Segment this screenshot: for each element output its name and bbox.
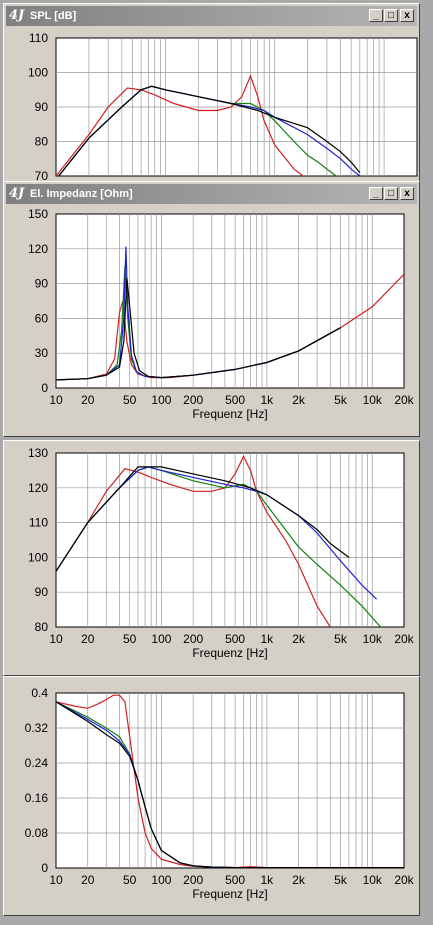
y-tick-label: 100	[28, 550, 48, 564]
y-tick-label: 90	[35, 277, 49, 291]
series-line-black	[57, 85, 361, 176]
y-tick-label: 70	[35, 169, 49, 183]
x-tick-label: 2k	[292, 632, 306, 646]
y-tick-label: 110	[29, 516, 48, 530]
impedance-chart: 0 30 60 90 120 150 10 20 50 100 200 500 1k 2k 5k 10k 20k…	[28, 207, 415, 421]
series-line-blue	[56, 466, 378, 600]
x-tick-label: 200	[183, 393, 203, 407]
y-tick-label: 0.08	[25, 826, 49, 840]
minimize-button[interactable]: _	[369, 9, 383, 22]
x-tick-label: 5k	[334, 632, 348, 646]
y-tick-label: 90	[35, 585, 49, 599]
y-tick-label: 0.24	[25, 756, 49, 770]
x-tick-label: 10k	[363, 393, 383, 407]
y-tick-label: 130	[28, 446, 48, 460]
maximize-button[interactable]: □	[384, 187, 398, 200]
x-tick-label: 1k	[260, 873, 274, 887]
minimize-button[interactable]: _	[369, 187, 383, 200]
x-tick-label: 50	[123, 873, 137, 887]
x-tick-label: 2k	[292, 873, 306, 887]
x-tick-label: 1k	[260, 632, 274, 646]
spl-titlebar[interactable]: 4J SPL [dB] _ □ x	[6, 6, 417, 26]
plot-area	[55, 452, 405, 628]
y-tick-label: 80	[35, 135, 49, 149]
x-tick-label: 500	[225, 873, 245, 887]
y-tick-label: 120	[28, 242, 48, 256]
series-line-red	[56, 74, 305, 176]
x-tick-label: 20k	[394, 393, 414, 407]
x-tick-label: 10	[49, 873, 63, 887]
excursion-window: 0 0.08 0.16 0.24 0.32 0.4 10 20 50 100 200 500 1k 2k 5…	[3, 676, 420, 916]
y-tick-label: 30	[35, 346, 49, 360]
x-tick-label: 100	[151, 632, 171, 646]
x-tick-label: 10	[49, 632, 63, 646]
impedance-window: 4J El. Impedanz [Ohm] _ □ x 0 30 60 90 120 15…	[3, 181, 420, 437]
y-tick-label: 150	[28, 207, 48, 221]
y-tick-label: 90	[35, 100, 49, 114]
y-tick-label: 100	[28, 66, 48, 80]
spl-top-chart: 70 80 90 100 110	[28, 31, 418, 183]
x-tick-label: 20	[81, 632, 95, 646]
series-line-black	[56, 277, 341, 381]
close-button[interactable]: x	[400, 9, 414, 22]
x-tick-label: 50	[123, 632, 137, 646]
x-tick-label: 100	[151, 393, 171, 407]
spl-window-2: 80 90 100 110 120 130 10 20 50 100 200 500 1k 2k 5k 10k…	[3, 440, 420, 676]
y-tick-label: 0	[41, 861, 48, 875]
x-tick-label: 20k	[394, 632, 414, 646]
y-tick-label: 0.16	[25, 791, 49, 805]
x-axis-label: Frequenz [Hz]	[192, 407, 267, 421]
x-axis-label: Frequenz [Hz]	[192, 887, 267, 901]
x-tick-label: 500	[225, 632, 245, 646]
app-logo: 4J	[9, 8, 25, 23]
y-tick-label: 80	[35, 620, 49, 634]
x-tick-label: 20	[81, 873, 95, 887]
x-tick-label: 50	[123, 393, 137, 407]
impedance-titlebar[interactable]: 4J El. Impedanz [Ohm] _ □ x	[6, 184, 417, 204]
series-line-black	[56, 701, 404, 868]
close-button[interactable]: x	[400, 187, 414, 200]
x-tick-label: 10k	[363, 632, 383, 646]
window-title: El. Impedanz [Ohm]	[30, 188, 133, 200]
y-tick-label: 0.32	[25, 721, 49, 735]
y-tick-label: 60	[35, 311, 49, 325]
series-line-black	[56, 466, 350, 572]
x-tick-label: 10	[49, 393, 63, 407]
maximize-button[interactable]: □	[384, 9, 398, 22]
y-tick-label: 0	[41, 381, 48, 395]
y-tick-label: 0.4	[31, 686, 48, 700]
x-tick-label: 100	[151, 873, 171, 887]
x-tick-label: 5k	[334, 873, 348, 887]
x-tick-label: 20k	[394, 873, 414, 887]
spl-window: 4J SPL [dB] _ □ x 70 80 90 100 110	[3, 3, 420, 189]
x-tick-label: 1k	[260, 393, 274, 407]
plot-area	[55, 213, 405, 389]
x-tick-label: 200	[183, 873, 203, 887]
x-axis-label: Frequenz [Hz]	[192, 646, 267, 660]
x-tick-label: 10k	[363, 873, 383, 887]
app-logo: 4J	[9, 186, 25, 201]
x-tick-label: 200	[183, 632, 203, 646]
window-title: SPL [dB]	[30, 10, 77, 22]
spl-bottom-chart: 80 90 100 110 120 130 10 20 50 100 200 500 1k 2k 5k 10k…	[28, 446, 415, 660]
x-tick-label: 2k	[292, 393, 306, 407]
plot-area	[55, 692, 405, 869]
y-tick-label: 110	[29, 31, 48, 45]
x-tick-label: 5k	[334, 393, 348, 407]
y-tick-label: 120	[28, 481, 48, 495]
x-tick-label: 500	[225, 393, 245, 407]
excursion-chart: 0 0.08 0.16 0.24 0.32 0.4 10 20 50 100 200 500 1k 2k 5…	[25, 686, 415, 901]
x-tick-label: 20	[81, 393, 95, 407]
